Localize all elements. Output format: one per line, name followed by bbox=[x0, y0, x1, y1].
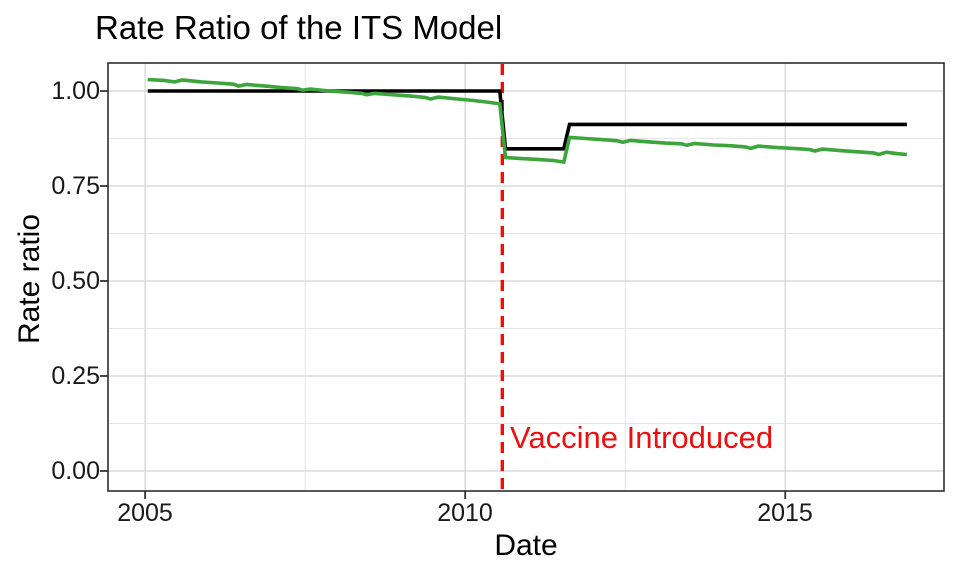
x-axis-title: Date bbox=[494, 529, 558, 562]
x-tick-label: 2010 bbox=[437, 499, 493, 527]
y-tick-label: 1.00 bbox=[51, 77, 100, 105]
y-tick-label: 0.00 bbox=[51, 457, 100, 485]
vaccine-introduced-annotation: Vaccine Introduced bbox=[510, 420, 774, 455]
y-tick-label: 0.25 bbox=[51, 362, 100, 390]
chart-title: Rate Ratio of the ITS Model bbox=[95, 9, 503, 46]
y-tick-label: 0.50 bbox=[51, 267, 100, 295]
x-tick-label: 2015 bbox=[757, 499, 813, 527]
observed_rate_ratio-line bbox=[147, 77, 908, 165]
x-tick-label: 2005 bbox=[117, 499, 173, 527]
y-tick-label: 0.75 bbox=[51, 172, 100, 200]
model_fit_step-line bbox=[147, 89, 907, 151]
panel-border bbox=[107, 62, 945, 492]
